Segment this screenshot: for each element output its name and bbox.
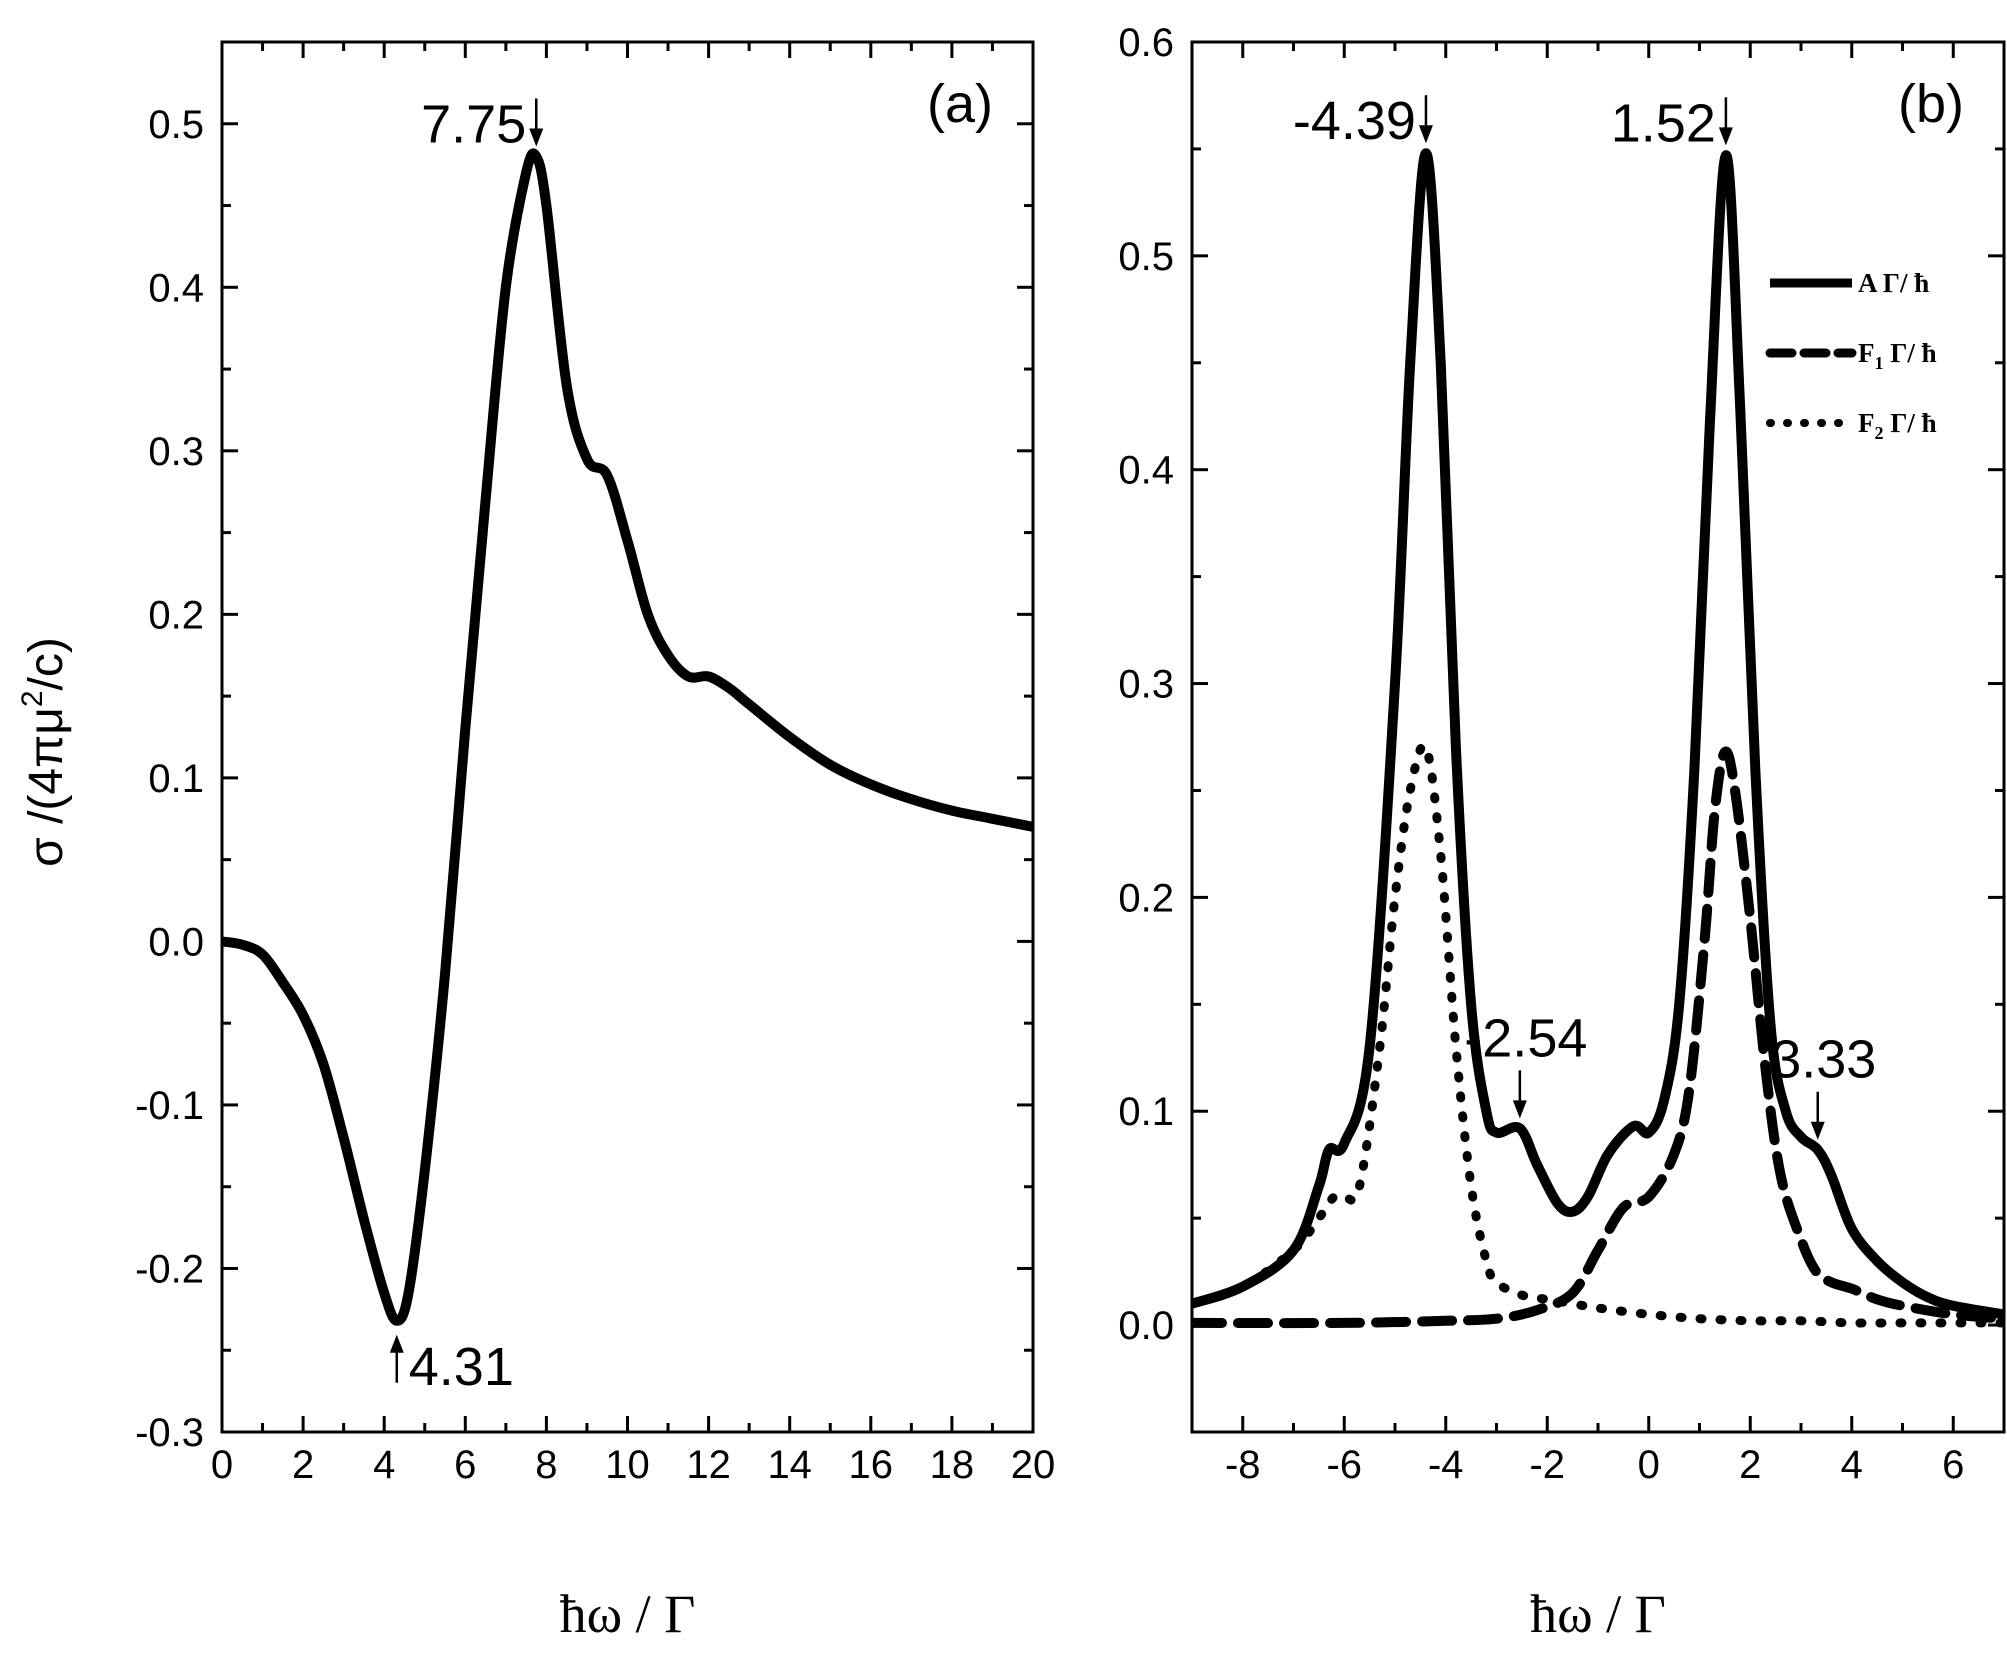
x-tick-label: 6 — [1942, 1443, 1964, 1487]
series-line-solid — [222, 148, 1033, 1326]
x-tick-label: 10 — [605, 1443, 650, 1487]
annotation-label: 7.75 — [421, 94, 526, 154]
x-tick-label: 4 — [373, 1443, 395, 1487]
x-tick-label: -6 — [1326, 1443, 1362, 1487]
legend-label: F2 Γ/ ħ — [1858, 408, 1937, 443]
y-axis-label-sup: 2 — [16, 690, 49, 707]
y-tick-label: 0.1 — [1118, 1090, 1174, 1134]
legend-label-tail: Γ/ ħ — [1884, 338, 1937, 368]
legend-label-main: F — [1858, 338, 1875, 368]
x-tick-label: 12 — [686, 1443, 731, 1487]
legend-label-main: A — [1858, 268, 1878, 298]
annotation-arrow-head — [1810, 1121, 1825, 1140]
x-tick-label: 6 — [454, 1443, 476, 1487]
annotation-arrow-head — [529, 128, 544, 147]
y-tick-label: 0.3 — [1118, 663, 1174, 707]
legend-label-tail: Γ/ ħ — [1884, 408, 1937, 438]
y-tick-label: 0.1 — [148, 757, 204, 801]
y-tick-label: 0.2 — [148, 593, 204, 637]
panel-a: 0 2 4 6 8 10 12 14 16 18 20 -0.3 -0.2 -0.1 0.0 0.1 0.2 0.… — [16, 40, 1056, 1644]
series-line-dotted — [1192, 741, 2004, 1328]
legend-label-tail: Γ/ ħ — [1876, 268, 1929, 298]
y-tick-label: -0.1 — [135, 1084, 204, 1128]
x-tick-label: 4 — [1841, 1443, 1863, 1487]
legend: A Γ/ ħF1 Γ/ ħF2 Γ/ ħ — [1765, 268, 1937, 443]
series-line-solid — [1192, 148, 2004, 1320]
x-tick-label: 0 — [1638, 1443, 1660, 1487]
x-tick-label: 2 — [292, 1443, 314, 1487]
legend-label: A Γ/ ħ — [1858, 268, 1929, 298]
y-tick-label: 0.6 — [1118, 21, 1174, 65]
annotation-label: -4.39 — [1293, 91, 1416, 151]
plot-frame — [220, 40, 1035, 1434]
panel-label: (a) — [927, 74, 993, 134]
x-tick-label: 20 — [1011, 1443, 1056, 1487]
y-axis-label-tail: /c) — [20, 637, 73, 690]
x-tick-label: 16 — [849, 1443, 894, 1487]
x-tick-label: 2 — [1739, 1443, 1761, 1487]
x-tick-label: -4 — [1428, 1443, 1464, 1487]
legend-label: F1 Γ/ ħ — [1858, 338, 1937, 373]
y-tick-label: -0.2 — [135, 1247, 204, 1291]
annotation-arrow-head — [1718, 127, 1733, 146]
y-tick-label: 0.5 — [148, 103, 204, 147]
y-tick-label: 0.4 — [148, 266, 204, 310]
legend-label-sub: 2 — [1875, 423, 1884, 443]
y-tick-label: 0.5 — [1118, 235, 1174, 279]
y-tick-label: -0.3 — [135, 1411, 204, 1455]
y-tick-label: 0.2 — [1118, 876, 1174, 920]
annotation-arrow-head — [389, 1334, 404, 1353]
y-axis-label: σ /(4πμ2/c) — [16, 637, 73, 867]
panel-label: (b) — [1898, 74, 1964, 134]
x-tick-label: 18 — [930, 1443, 975, 1487]
x-tick-label: 0 — [211, 1443, 233, 1487]
y-tick-label: 0.0 — [1118, 1304, 1174, 1348]
series-line-dashed — [1192, 746, 2004, 1329]
y-tick-label: 0.3 — [148, 430, 204, 474]
y-axis-label-main: σ /(4πμ — [20, 707, 73, 867]
annotation-label: 4.31 — [409, 1337, 514, 1397]
x-axis-label: ħω / Γ — [1530, 1584, 1666, 1644]
legend-label-main: F — [1858, 408, 1875, 438]
y-tick-label: 0.4 — [1118, 449, 1174, 493]
annotation-label: -2.54 — [1464, 1008, 1587, 1068]
plot-frame — [1190, 40, 2006, 1434]
annotation-label: 1.52 — [1611, 93, 1716, 153]
annotation-arrow-head — [1418, 125, 1433, 144]
x-tick-label: 14 — [767, 1443, 812, 1487]
x-axis-label: ħω / Γ — [560, 1584, 696, 1644]
panel-b: -8 -6 -4 -2 0 2 4 6 0.0 0.1 0.2 0.3 0.4 0.5 0.6 ħω / Γ -… — [1118, 21, 2006, 1644]
annotation-arrow-head — [1512, 1100, 1527, 1119]
y-tick-label: 0.0 — [148, 920, 204, 964]
x-tick-label: 8 — [535, 1443, 557, 1487]
legend-label-sub: 1 — [1875, 353, 1884, 373]
x-tick-label: -8 — [1225, 1443, 1261, 1487]
x-tick-label: -2 — [1529, 1443, 1565, 1487]
annotation-label: 3.33 — [1771, 1030, 1876, 1090]
